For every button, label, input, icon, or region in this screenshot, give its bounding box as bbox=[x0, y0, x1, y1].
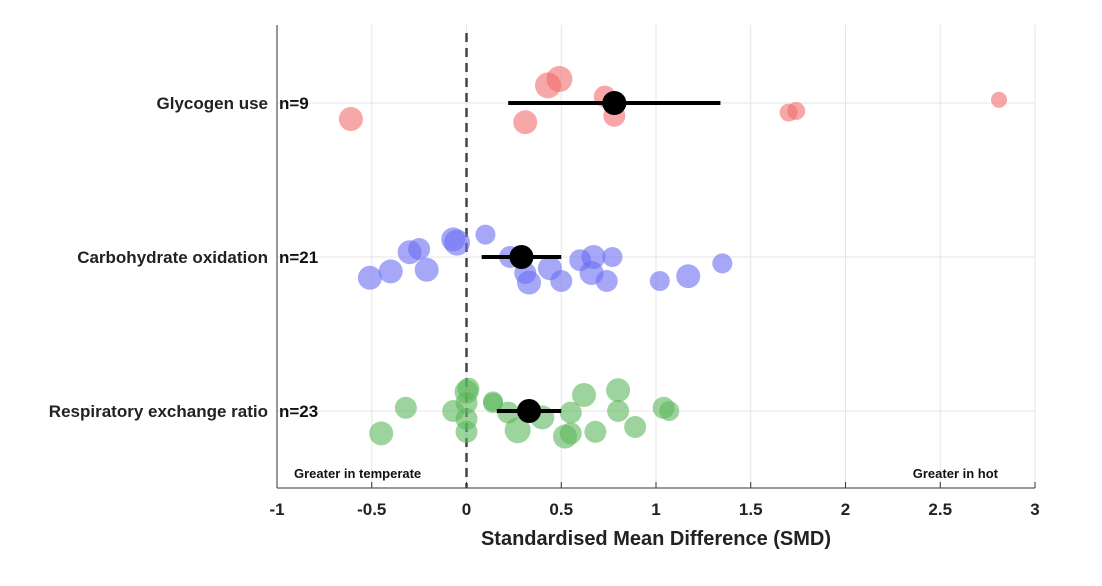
x-tick-label: 2 bbox=[841, 500, 850, 519]
category-label: Respiratory exchange ratio bbox=[49, 402, 268, 421]
sample-size-label: n=23 bbox=[279, 402, 318, 421]
summary-estimate bbox=[517, 399, 542, 423]
x-tick-label: 0.5 bbox=[549, 500, 573, 519]
annotation-right: Greater in hot bbox=[913, 466, 999, 481]
data-point bbox=[712, 253, 733, 274]
summary-estimates bbox=[481, 91, 721, 423]
data-point bbox=[676, 264, 701, 289]
data-point bbox=[513, 110, 538, 135]
data-point bbox=[408, 238, 431, 260]
data-point bbox=[559, 401, 582, 424]
summary-estimate bbox=[509, 245, 534, 269]
category-labels: Glycogen use n=9 Carbohydrate oxidation n=2… bbox=[49, 94, 318, 421]
data-point bbox=[624, 416, 647, 438]
data-point bbox=[649, 271, 670, 291]
data-point bbox=[338, 107, 363, 131]
category-label: Carbohydrate oxidation bbox=[77, 248, 268, 267]
x-tick-label: -0.5 bbox=[357, 500, 386, 519]
x-tick-label: 1 bbox=[651, 500, 660, 519]
data-point bbox=[787, 102, 806, 120]
data-point bbox=[455, 420, 478, 443]
data-point bbox=[559, 422, 582, 445]
data-point bbox=[483, 393, 504, 413]
data-point bbox=[475, 224, 496, 245]
x-axis-title: Standardised Mean Difference (SMD) bbox=[481, 528, 831, 550]
data-point bbox=[378, 259, 403, 284]
data-point bbox=[584, 420, 607, 443]
sample-size-label: n=9 bbox=[279, 94, 309, 113]
data-point bbox=[595, 270, 618, 292]
data-point bbox=[357, 265, 382, 290]
sample-size-label: n=21 bbox=[279, 248, 318, 267]
x-tick-label: 1.5 bbox=[739, 500, 763, 519]
data-point bbox=[659, 401, 680, 421]
data-point bbox=[394, 396, 417, 419]
data-point bbox=[571, 383, 596, 407]
x-tick-label: 0 bbox=[462, 500, 471, 519]
data-point bbox=[550, 270, 573, 292]
summary-estimate bbox=[602, 91, 627, 115]
x-tick-label: -1 bbox=[269, 500, 284, 519]
labels: Greater in temperate Greater in hot Stan… bbox=[294, 466, 999, 550]
x-tick-labels: -1 -0.5 0 0.5 1 1.5 2 2.5 3 bbox=[269, 482, 1040, 519]
category-label: Glycogen use bbox=[157, 94, 268, 113]
data-point bbox=[602, 247, 623, 267]
data-point bbox=[504, 417, 531, 444]
data-point bbox=[369, 421, 394, 446]
data-point bbox=[444, 229, 471, 256]
data-point bbox=[546, 66, 573, 92]
annotation-left: Greater in temperate bbox=[294, 466, 421, 481]
x-tick-label: 2.5 bbox=[928, 500, 952, 519]
data-point bbox=[607, 400, 630, 422]
data-point bbox=[606, 378, 631, 403]
grid bbox=[277, 25, 1036, 488]
x-tick-label: 3 bbox=[1030, 500, 1039, 519]
data-point bbox=[990, 91, 1007, 108]
data-point bbox=[455, 392, 478, 414]
data-point bbox=[414, 257, 439, 282]
